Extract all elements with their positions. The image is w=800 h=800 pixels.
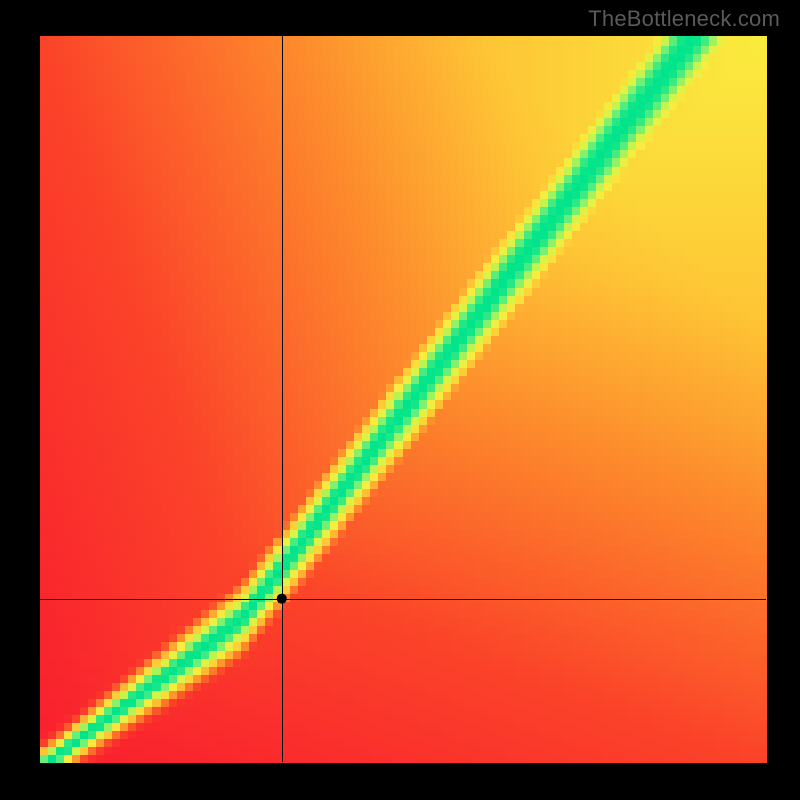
bottleneck-heatmap: [0, 0, 800, 800]
chart-container: TheBottleneck.com: [0, 0, 800, 800]
watermark-text: TheBottleneck.com: [588, 6, 780, 32]
